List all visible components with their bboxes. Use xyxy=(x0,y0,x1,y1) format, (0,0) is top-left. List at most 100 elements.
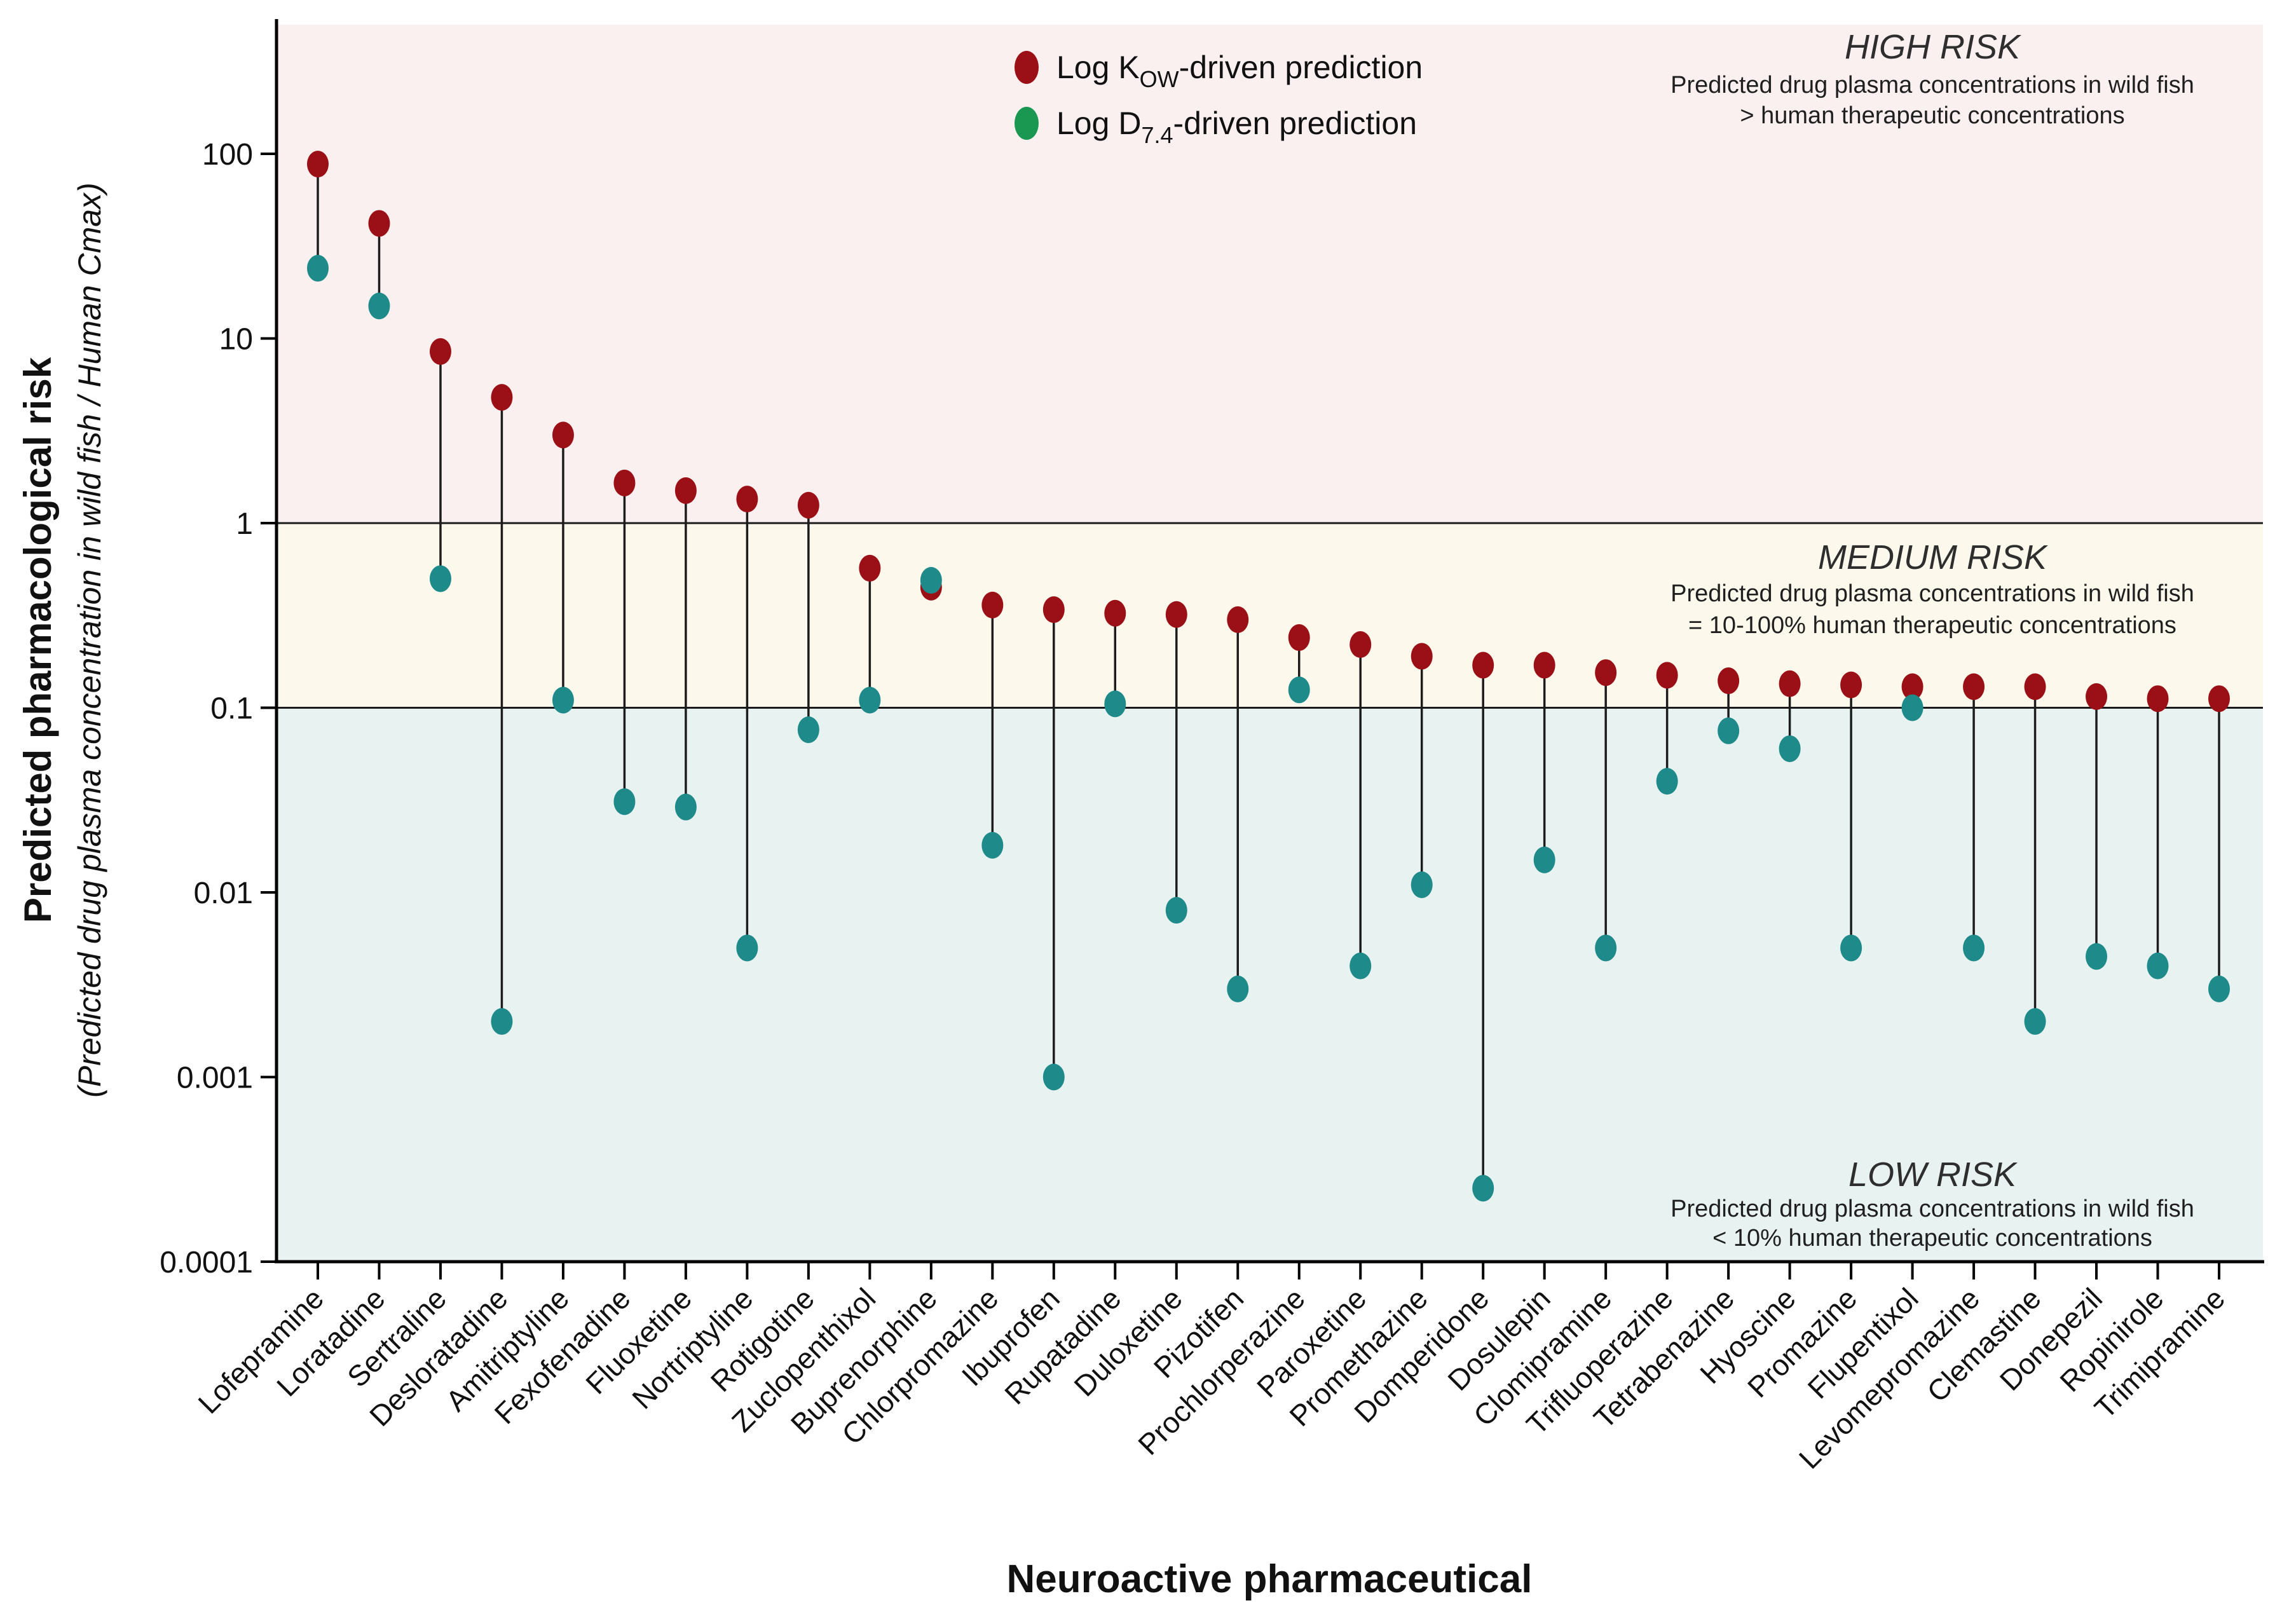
point-logkow-zuclopenthixol xyxy=(859,554,881,582)
risk-bands xyxy=(277,24,2263,1262)
point-logd74-nortriptyline xyxy=(736,934,758,962)
point-logkow-lofepramine xyxy=(307,151,329,178)
point-logkow-clemastine xyxy=(2024,673,2046,700)
high-risk-title: HIGH RISK xyxy=(1845,28,2021,66)
point-logkow-amitriptyline xyxy=(552,421,574,449)
low-risk-line2: < 10% human therapeutic concentrations xyxy=(1712,1225,2152,1252)
zone-annotations: HIGH RISK Predicted drug plasma concentr… xyxy=(1671,28,2194,1252)
legend-d74-suffix: -driven prediction xyxy=(1173,106,1417,141)
risk-band-medium xyxy=(277,523,2263,708)
legend-marker-kow-icon xyxy=(1015,51,1039,84)
point-logd74-clomipramine xyxy=(1595,934,1617,962)
point-logd74-zuclopenthixol xyxy=(859,686,881,714)
high-risk-line1: Predicted drug plasma concentrations in … xyxy=(1671,72,2194,99)
legend-kow-suffix: -driven prediction xyxy=(1179,50,1423,85)
point-logd74-chlorpromazine xyxy=(981,831,1004,859)
point-logkow-levomepromazine xyxy=(1963,673,1985,700)
point-logkow-ropinirole xyxy=(2147,685,2169,713)
point-logd74-promazine xyxy=(1840,934,1862,962)
point-logkow-fluoxetine xyxy=(674,477,697,504)
point-logd74-levomepromazine xyxy=(1963,934,1985,962)
point-logd74-dosulepin xyxy=(1533,846,1555,873)
point-logkow-rupatadine xyxy=(1104,599,1126,627)
point-logkow-dosulepin xyxy=(1533,652,1555,679)
point-logkow-nortriptyline xyxy=(736,486,758,513)
y-axis-title-sub: (Predicted drug plasma concentration in … xyxy=(72,182,107,1098)
medium-risk-line2: = 10-100% human therapeutic concentratio… xyxy=(1688,612,2176,639)
y-tick-label-0.01: 0.01 xyxy=(194,877,253,910)
y-tick-label-100: 100 xyxy=(202,138,253,172)
x-axis-ticks: LofepramineLoratadineSertralineDeslorata… xyxy=(191,1262,2231,1475)
legend-marker-d74-icon xyxy=(1015,107,1039,140)
point-logd74-prochlorperazine xyxy=(1288,676,1310,704)
point-logd74-donepezil xyxy=(2086,943,2108,970)
point-logkow-sertraline xyxy=(429,338,451,365)
point-logkow-loratadine xyxy=(368,210,390,237)
point-logkow-donepezil xyxy=(2086,683,2108,710)
point-logkow-desloratadine xyxy=(491,384,513,411)
y-axis-title-main: Predicted pharmacological risk xyxy=(17,357,59,923)
low-risk-title: LOW RISK xyxy=(1848,1156,2018,1194)
legend-d74-prefix: Log D xyxy=(1056,106,1141,141)
point-logd74-desloratadine xyxy=(491,1008,513,1035)
point-logd74-duloxetine xyxy=(1165,897,1187,924)
point-logkow-trifluoperazine xyxy=(1656,662,1678,689)
medium-risk-line1: Predicted drug plasma concentrations in … xyxy=(1671,580,2194,607)
low-risk-line1: Predicted drug plasma concentrations in … xyxy=(1671,1196,2194,1222)
point-logd74-buprenorphine xyxy=(920,566,942,594)
point-logd74-tetrabenazine xyxy=(1718,717,1740,744)
legend: Log KOW-driven prediction Log D7.4-drive… xyxy=(1015,50,1423,148)
y-tick-label-0.0001: 0.0001 xyxy=(160,1246,253,1279)
point-logkow-clomipramine xyxy=(1595,659,1617,686)
point-logkow-chlorpromazine xyxy=(981,591,1004,618)
legend-label-kow: Log KOW-driven prediction xyxy=(1056,50,1423,92)
point-logd74-loratadine xyxy=(368,292,390,320)
point-logd74-ropinirole xyxy=(2147,952,2169,979)
point-logd74-promethazine xyxy=(1411,871,1433,898)
point-logd74-trifluoperazine xyxy=(1656,768,1678,795)
risk-band-high xyxy=(277,24,2263,523)
point-logd74-pizotifen xyxy=(1227,975,1249,1002)
point-logd74-fluoxetine xyxy=(674,793,697,821)
point-logd74-amitriptyline xyxy=(552,686,574,714)
legend-d74-subscript: 7.4 xyxy=(1141,122,1173,148)
risk-band-low xyxy=(277,707,2263,1262)
dumbbell-series xyxy=(307,151,2230,1202)
point-logkow-ibuprofen xyxy=(1042,596,1065,624)
point-logkow-promazine xyxy=(1840,671,1862,699)
risk-boundary-lines xyxy=(277,522,2263,709)
point-logkow-pizotifen xyxy=(1227,606,1249,633)
high-risk-line2: > human therapeutic concentrations xyxy=(1740,102,2124,129)
point-logkow-promethazine xyxy=(1411,643,1433,670)
x-axis-title: Neuroactive pharmaceutical xyxy=(1006,1557,1532,1601)
y-tick-label-0.1: 0.1 xyxy=(210,692,253,726)
point-logkow-paroxetine xyxy=(1349,631,1372,658)
point-logd74-ibuprofen xyxy=(1042,1063,1065,1091)
point-logd74-fexofenadine xyxy=(613,788,636,815)
y-tick-label-10: 10 xyxy=(219,323,253,357)
medium-risk-title: MEDIUM RISK xyxy=(1818,538,2048,577)
point-logkow-prochlorperazine xyxy=(1288,624,1310,652)
legend-kow-prefix: Log K xyxy=(1056,50,1140,85)
point-logd74-domperidone xyxy=(1472,1175,1494,1202)
y-tick-label-0.001: 0.001 xyxy=(177,1061,253,1095)
point-logd74-paroxetine xyxy=(1349,952,1372,979)
point-logkow-flupentixol xyxy=(1901,673,1923,700)
point-logd74-rotigotine xyxy=(797,716,819,744)
point-logd74-lofepramine xyxy=(307,255,329,282)
point-logkow-rotigotine xyxy=(797,491,819,519)
y-axis-ticks: 100 10 1 0.1 0.01 0.001 0.0001 xyxy=(160,138,277,1279)
point-logd74-clemastine xyxy=(2024,1008,2046,1035)
point-logd74-sertraline xyxy=(429,565,451,592)
point-logkow-domperidone xyxy=(1472,652,1494,679)
point-logkow-duloxetine xyxy=(1165,601,1187,628)
point-logd74-trimipramine xyxy=(2208,975,2230,1002)
point-logkow-tetrabenazine xyxy=(1718,667,1740,695)
point-logkow-fexofenadine xyxy=(613,469,636,496)
axis-titles: Neuroactive pharmaceutical Predicted pha… xyxy=(17,182,1533,1601)
point-logkow-trimipramine xyxy=(2208,685,2230,713)
point-logd74-rupatadine xyxy=(1104,690,1126,718)
legend-kow-subscript: OW xyxy=(1140,66,1179,92)
